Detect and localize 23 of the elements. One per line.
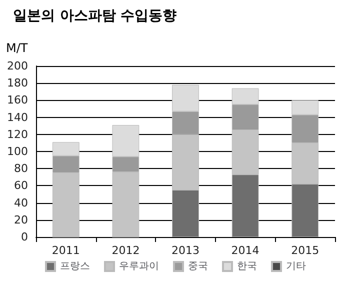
legend-label: 프랑스 <box>60 261 90 272</box>
x-tick-label: 2015 <box>291 244 320 257</box>
y-tick-label: 200 <box>7 60 28 72</box>
y-tick-label: 60 <box>14 179 28 192</box>
y-tick-label: 120 <box>7 128 28 141</box>
y-tick-label: 40 <box>14 196 28 210</box>
legend-label: 기타 <box>286 261 306 272</box>
legend-label: 한국 <box>237 261 257 272</box>
y-tick-label: 160 <box>7 94 28 107</box>
x-tick-label: 2011 <box>52 244 80 257</box>
legend-label: 우루과이 <box>119 261 159 272</box>
x-tick-label: 2012 <box>112 244 140 257</box>
legend-label: 중국 <box>188 261 208 272</box>
y-tick-label: 100 <box>7 145 28 158</box>
y-axis-title: M/T <box>6 41 28 55</box>
x-tick-label: 2013 <box>172 244 200 257</box>
y-tick-label: 180 <box>7 76 28 90</box>
y-tick-label: 20 <box>14 213 28 226</box>
chart-title: 일본의 아스파탐 수입동향 <box>13 8 177 24</box>
y-tick-label: 0 <box>21 230 28 244</box>
y-tick-label: 80 <box>14 162 28 176</box>
x-tick-label: 2014 <box>231 244 260 257</box>
y-tick-label: 140 <box>7 110 28 124</box>
